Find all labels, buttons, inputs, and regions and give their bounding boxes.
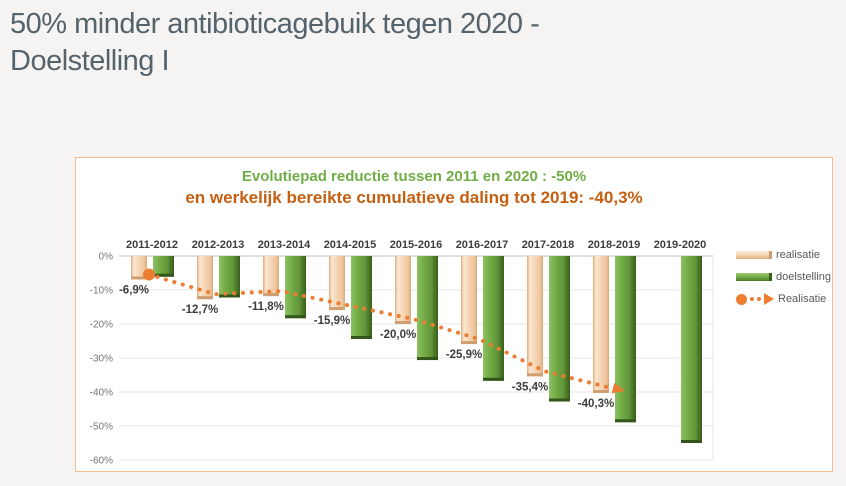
y-tick-label: -60% [90, 456, 113, 467]
legend-item-realisatie: realisatie [736, 248, 831, 262]
bar-realisatie [461, 256, 477, 345]
bar-realisatie-base [395, 321, 411, 324]
data-label-realisatie: -15,9% [314, 315, 350, 327]
bar-realisatie [593, 256, 609, 394]
bar-realisatie [197, 256, 213, 300]
bar-doelstelling-base [153, 273, 174, 277]
dot-icon [750, 297, 754, 301]
bar-realisatie-base [329, 307, 345, 311]
bar-doelstelling [153, 256, 174, 277]
bar-realisatie [131, 256, 147, 280]
bar-doelstelling [483, 256, 504, 381]
bar-doelstelling [417, 256, 438, 361]
bar-doelstelling-base [483, 377, 504, 381]
bar-doelstelling-base [615, 419, 636, 423]
bar-doelstelling [615, 256, 636, 423]
category-label: 2015-2016 [390, 239, 443, 251]
data-label-realisatie: -12,7% [182, 304, 218, 316]
bar-doelstelling-base [351, 335, 372, 339]
bar-realisatie-base [131, 276, 147, 280]
data-label-realisatie: -11,8% [248, 301, 284, 313]
trend-line [147, 272, 613, 391]
category-label: 2019-2020 [654, 239, 707, 251]
category-label: 2011-2012 [126, 239, 178, 251]
dotted-line-icon [736, 293, 774, 305]
chart-title-line2: en werkelijk bereikte cumulatieve daling… [185, 188, 643, 207]
data-label-realisatie: -20,0% [380, 329, 416, 341]
data-label-realisatie: -40,3% [578, 398, 614, 410]
legend-label: Realisatie [778, 293, 827, 305]
data-label-realisatie: -25,9% [446, 349, 482, 361]
bar-realisatie-base [461, 341, 477, 345]
chart-title-line1: Evolutiepad reductie tussen 2011 en 2020… [241, 168, 587, 185]
category-label: 2013-2014 [258, 239, 311, 251]
data-label-realisatie: -6,9% [119, 284, 149, 296]
bar-realisatie [263, 256, 279, 297]
bar-realisatie [527, 256, 543, 377]
bar-doelstelling [549, 256, 570, 402]
bar-doelstelling [351, 256, 372, 339]
bar-swatch-icon [736, 251, 772, 259]
y-tick-label: -50% [90, 422, 113, 433]
y-tick-label: 0% [99, 252, 114, 263]
y-tick-label: -10% [90, 286, 113, 297]
dot-icon [757, 297, 761, 301]
bar-realisatie [395, 256, 411, 324]
data-label-realisatie: -35,4% [512, 381, 548, 393]
trend-arrow-icon [611, 382, 625, 394]
bar-swatch-icon [736, 273, 772, 281]
chart-legend: realisatie doelstelling Realisatie [736, 248, 831, 314]
chart-panel: 0% -10% -20% -30% -40% -50% -60% 2011-2012 -6,9%… [75, 157, 833, 472]
bar-doelstelling-base [219, 294, 240, 298]
legend-label: realisatie [776, 249, 821, 261]
legend-label: doelstelling [776, 271, 832, 283]
category-label: 2014-2015 [324, 239, 377, 251]
category-label: 2016-2017 [456, 239, 509, 251]
arrow-icon [764, 293, 774, 305]
bar-doelstelling-base [681, 440, 702, 443]
dot-icon [736, 293, 747, 305]
legend-item-realisatie: Realisatie [736, 292, 831, 306]
bar-doelstelling [219, 256, 240, 298]
bar-doelstelling [285, 256, 306, 319]
category-label: 2018-2019 [588, 239, 641, 251]
y-tick-label: -40% [90, 388, 113, 399]
bar-chart: 0% -10% -20% -30% -40% -50% -60% 2011-2012 -6,9%… [90, 239, 714, 467]
page-title: 50% minder antibioticagebuik tegen 2020 … [10, 8, 540, 77]
bar-realisatie-base [527, 373, 543, 377]
bar-realisatie-base [263, 293, 279, 297]
bar-doelstelling [681, 256, 702, 443]
category-label: 2017-2018 [522, 239, 575, 251]
bar-realisatie-base [197, 296, 213, 300]
category-label: 2012-2013 [192, 239, 245, 251]
y-tick-label: -20% [90, 320, 113, 331]
bar-doelstelling-base [549, 398, 570, 402]
y-tick-label: -30% [90, 354, 113, 365]
bar-doelstelling-base [417, 357, 438, 361]
trend-start-marker [143, 268, 155, 281]
legend-item-doelstelling: doelstelling [736, 270, 831, 284]
bar-realisatie-base [593, 390, 609, 394]
bar-realisatie [329, 256, 345, 311]
bar-doelstelling-base [285, 315, 306, 319]
